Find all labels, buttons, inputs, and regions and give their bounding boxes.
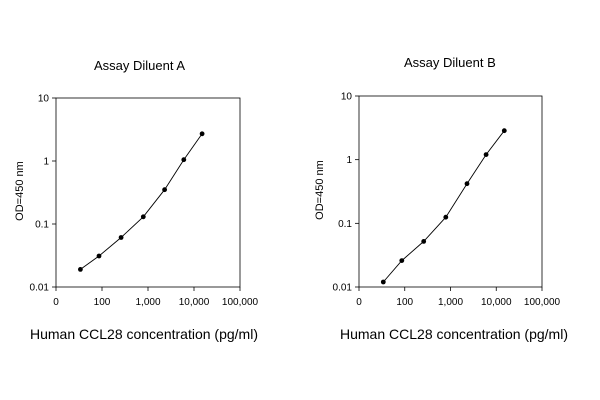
data-point [181, 157, 187, 163]
data-point [162, 187, 168, 193]
data-point [380, 279, 386, 285]
chart-assay-diluent-a: Assay Diluent A OD=450 nm Human CCL28 co… [14, 58, 259, 342]
data-point [399, 258, 405, 263]
data-point [483, 152, 489, 158]
y-tick-label: 0.01 [333, 283, 353, 294]
data-point [421, 239, 427, 244]
data-point [501, 128, 507, 134]
data-point [78, 267, 83, 272]
x-tick-label: 0 [53, 297, 59, 308]
data-point [464, 181, 470, 187]
y-tick-label: 0.01 [30, 283, 50, 294]
y-tick-label: 1 [43, 157, 49, 168]
chart-title: Assay Diluent A [94, 58, 186, 73]
x-tick-label: 1,000 [438, 297, 463, 308]
x-tick-label: 1,000 [135, 297, 160, 308]
x-tick-label: 100 [396, 297, 413, 308]
plot-frame [55, 97, 241, 288]
x-tick-label: 0 [356, 297, 362, 308]
data-point [140, 214, 146, 220]
chart-title: Assay Diluent B [404, 55, 496, 70]
x-tick-label: 100 [94, 297, 111, 308]
x-tick-label: 10,000 [481, 297, 512, 308]
data-point [118, 235, 124, 240]
x-axis-label: Human CCL28 concentration (pg/ml) [340, 326, 568, 342]
x-tick-label: 10,000 [179, 297, 210, 308]
series-line [80, 133, 203, 270]
y-tick-label: 10 [341, 92, 353, 103]
x-tick-label: 100,000 [222, 297, 259, 308]
data-point [199, 131, 205, 137]
chart-assay-diluent-b: Assay Diluent B OD=450 nm Human CCL28 co… [300, 0, 600, 400]
plot-area: 0 100 1,000 10,000 100,000 0.01 0.1 1 10 [30, 94, 259, 309]
y-tick-label: 0.1 [35, 220, 49, 231]
plot-area: 0 100 1,000 10,000 100,000 0.01 0.1 1 10 [333, 92, 561, 309]
data-point [96, 253, 102, 259]
y-tick-label: 10 [38, 94, 50, 105]
data-point [443, 214, 449, 220]
x-axis-label: Human CCL28 concentration (pg/ml) [30, 326, 258, 342]
x-tick-label: 100,000 [524, 297, 561, 308]
y-tick-label: 0.1 [338, 219, 352, 230]
y-tick-label: 1 [346, 155, 352, 166]
plot-frame [358, 95, 543, 288]
